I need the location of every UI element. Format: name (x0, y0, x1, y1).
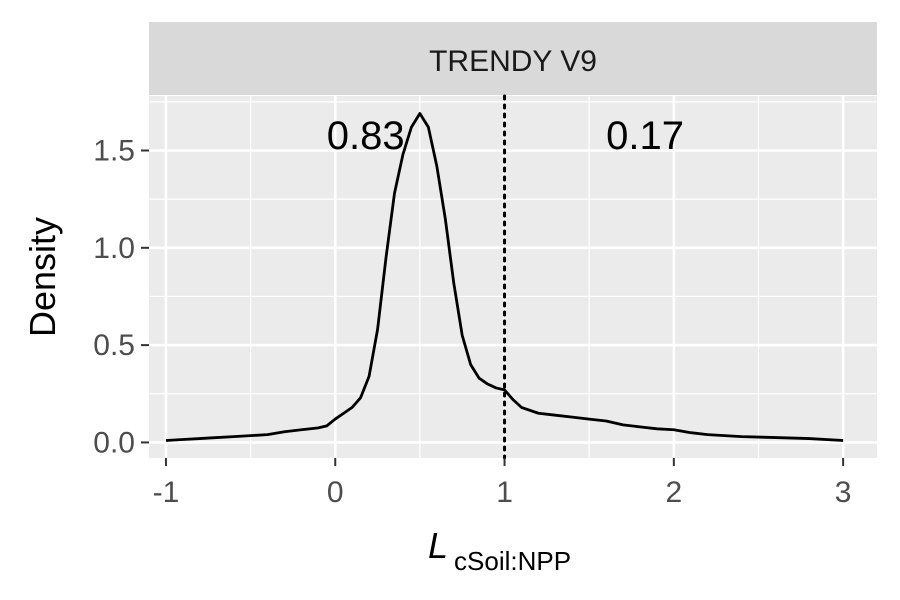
facet-strip (149, 22, 877, 95)
facet-title: TRENDY V9 (429, 45, 597, 78)
y-tick-label: 0.0 (93, 426, 135, 459)
y-axis: 0.0 0.5 1.0 1.5 (93, 134, 149, 459)
density-curve (165, 112, 844, 442)
x-axis: -1 0 1 2 3 (153, 458, 852, 509)
x-tick-label: 3 (835, 476, 852, 509)
proportion-label: 0.17 (606, 114, 684, 158)
minor-gridlines (149, 96, 877, 458)
x-tick-label: 0 (327, 476, 344, 509)
x-axis-title-subscript: cSoil:NPP (454, 546, 571, 576)
y-tick-label: 0.5 (93, 329, 135, 362)
x-axis-title-main: L (428, 525, 448, 566)
series-group (165, 112, 844, 442)
x-tick-label: 1 (496, 476, 513, 509)
y-tick-label: 1.0 (93, 232, 135, 265)
proportion-label: 0.83 (327, 114, 405, 158)
y-axis-title: Density (22, 217, 63, 337)
x-tick-label: -1 (153, 476, 180, 509)
x-tick-label: 2 (665, 476, 682, 509)
y-tick-label: 1.5 (93, 134, 135, 167)
annotation-group: 0.83 0.17 (327, 114, 684, 158)
